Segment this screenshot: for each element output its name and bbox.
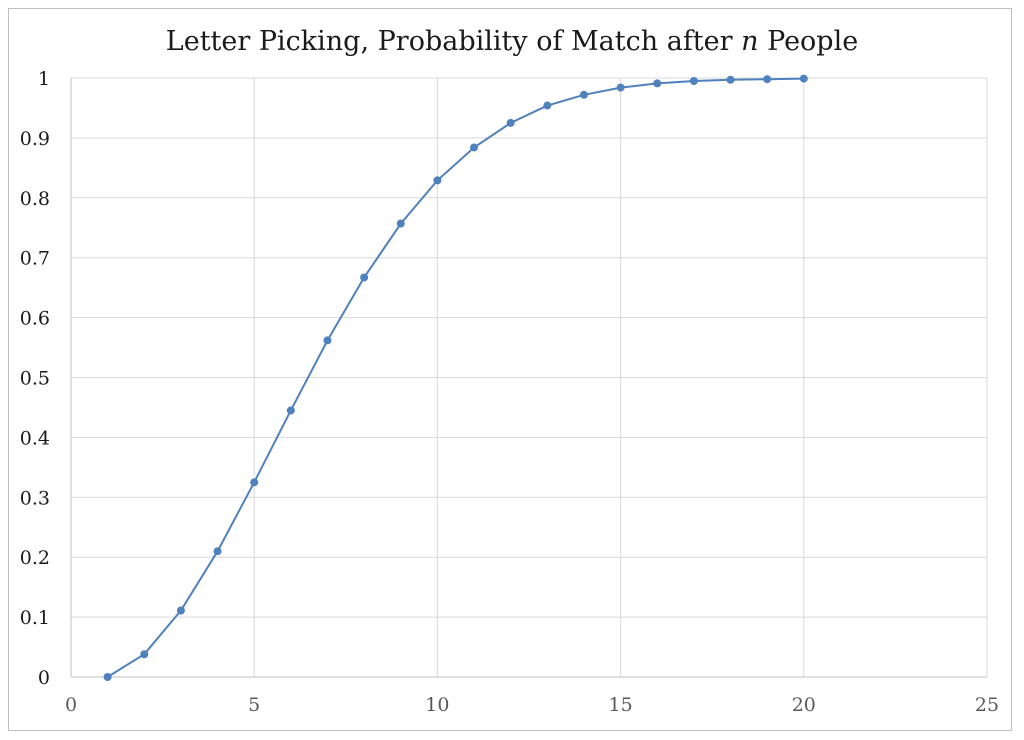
x-tick-label: 5: [248, 694, 260, 716]
x-tick-label: 0: [65, 694, 77, 716]
data-point: [360, 273, 369, 282]
data-point: [323, 336, 332, 345]
data-point: [140, 650, 149, 659]
data-point: [616, 83, 625, 92]
y-tick-label: 0.7: [20, 248, 50, 270]
y-tick-label: 1: [38, 68, 50, 90]
data-point: [763, 75, 772, 84]
y-tick-label: 0.8: [20, 188, 50, 210]
data-point: [799, 74, 808, 83]
series-line: [107, 77, 804, 678]
y-tick-label: 0: [38, 667, 50, 689]
data-point: [250, 478, 259, 487]
data-point: [653, 79, 662, 88]
data-point: [506, 118, 515, 127]
data-point: [396, 219, 405, 228]
y-tick-label: 0.9: [20, 128, 50, 150]
data-point: [726, 75, 735, 84]
x-tick-label: 20: [792, 694, 816, 716]
y-tick-label: 0.5: [20, 368, 50, 390]
data-point: [433, 176, 442, 185]
data-point: [213, 547, 222, 556]
data-point: [176, 606, 185, 615]
y-tick-label: 0.4: [20, 427, 50, 449]
data-point: [543, 101, 552, 110]
gridlines: [71, 77, 988, 677]
y-tick-label: 0.3: [20, 487, 50, 509]
series: [103, 74, 808, 681]
x-tick-label: 10: [425, 694, 449, 716]
y-tick-label: 0.1: [20, 607, 50, 629]
data-point: [470, 143, 479, 152]
chart-area: [8, 8, 1012, 731]
y-tick-label: 0.2: [20, 547, 50, 569]
axes: [70, 78, 987, 678]
data-point: [579, 90, 588, 99]
data-point: [103, 673, 112, 681]
data-point: [689, 76, 698, 85]
tick-labels: 00.10.20.30.40.50.60.70.80.910 5 10 15 20 25: [20, 68, 999, 716]
chart-title: Letter Picking, Probability of Match aft…: [166, 26, 858, 57]
data-point: [286, 406, 295, 415]
x-tick-label: 25: [975, 694, 999, 716]
x-tick-label: 15: [609, 694, 633, 716]
y-tick-label: 0.6: [20, 308, 50, 330]
